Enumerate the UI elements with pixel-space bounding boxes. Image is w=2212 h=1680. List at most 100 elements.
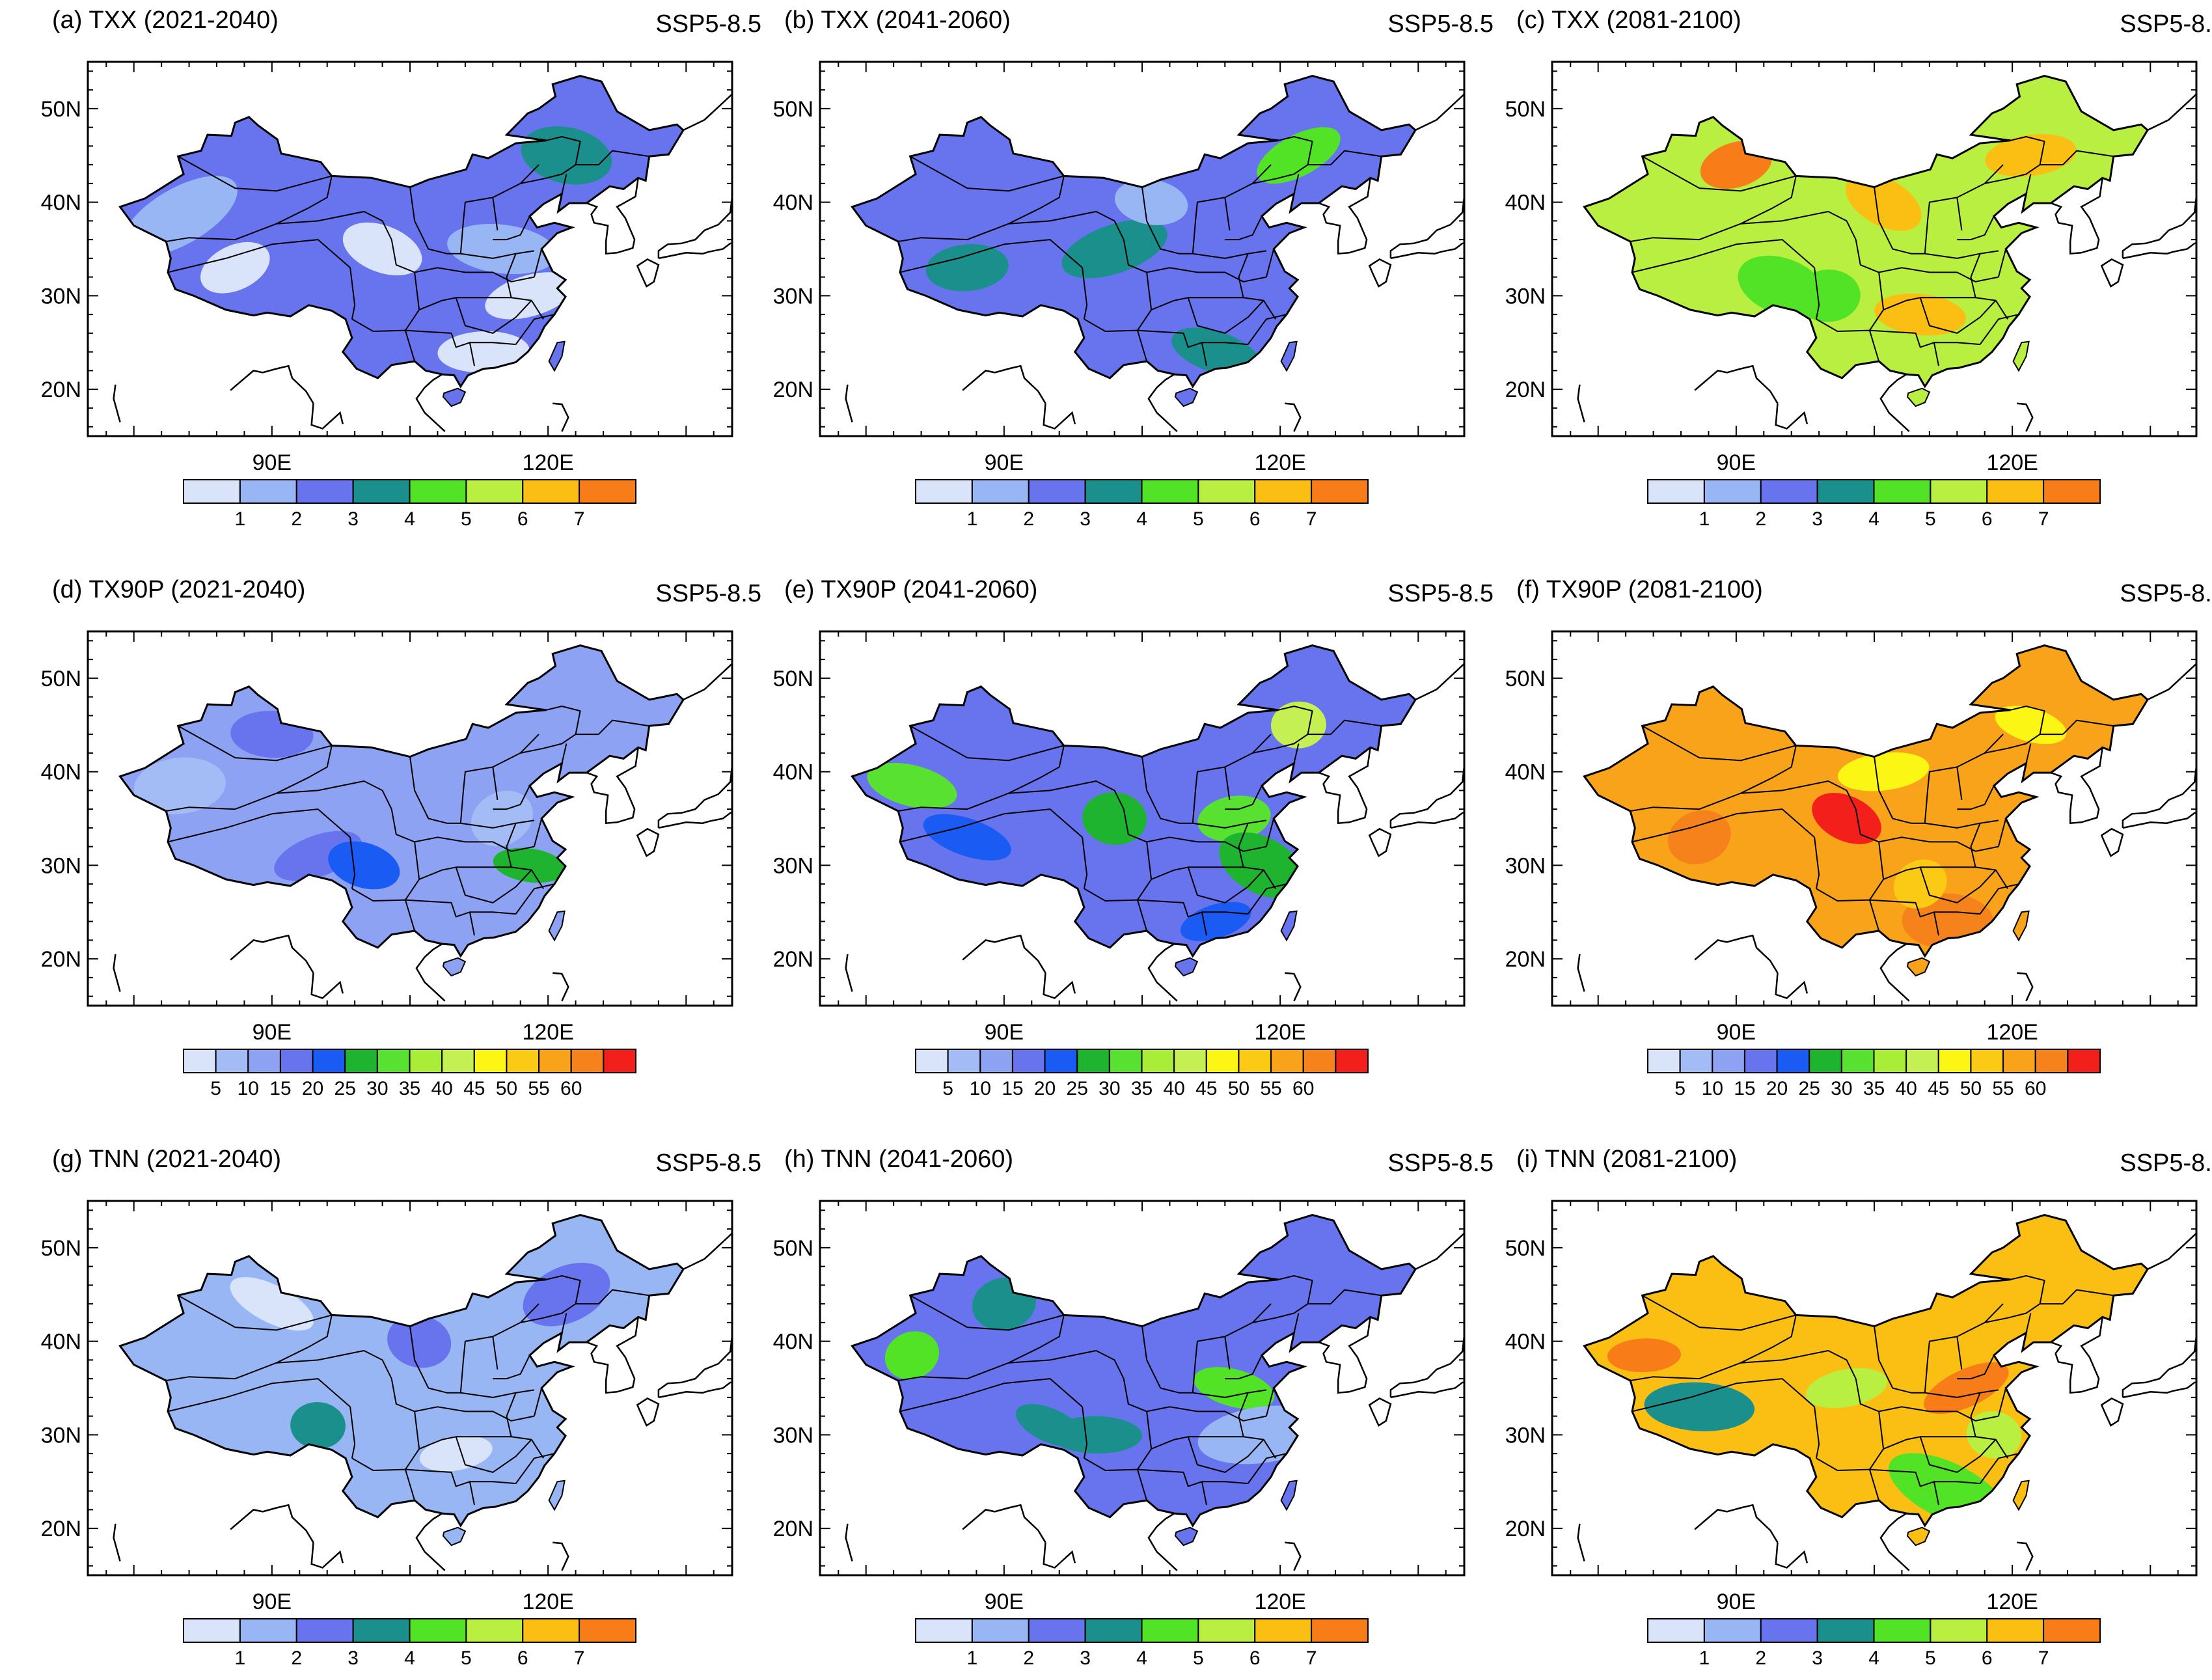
colorbar-label: 6	[517, 1647, 528, 1669]
map-axes: 50N 40N 30N 20N 90E 120E	[773, 630, 1466, 1045]
colorbar-swatch	[1760, 1618, 1818, 1643]
anomaly-patch	[328, 841, 400, 890]
colorbar-swatch	[579, 479, 636, 504]
panel-title: (g) TNN (2021-2040)	[52, 1146, 282, 1173]
colorbar-swatch	[1986, 1618, 2045, 1643]
colorbar-swatch	[1873, 1618, 1932, 1643]
scenario-label: SSP5-8.5	[2120, 1150, 2212, 1177]
china-region-fill	[852, 1215, 1415, 1526]
colorbar: 1 2 3 4 5 6 7	[1647, 1618, 2101, 1669]
colorbar-label: 4	[1136, 1647, 1147, 1669]
scenario-label: SSP5-8.5	[655, 1150, 761, 1177]
colorbar-swatch	[2002, 1049, 2036, 1073]
lat-label: 30N	[1505, 1423, 1546, 1448]
colorbar: 1 2 3 4 5 6 7	[915, 1618, 1369, 1669]
scenario-label: SSP5-8.5	[655, 10, 761, 38]
lat-label: 40N	[1505, 760, 1546, 785]
colorbar-swatch	[1743, 1049, 1778, 1073]
map-canvas: 50N 40N 30N 20N 90E 120E 1 2 3 4 5 6 7	[41, 61, 733, 530]
china-region-fill	[120, 1215, 683, 1526]
hainan-island	[1174, 957, 1199, 977]
province-borders	[1630, 1275, 2114, 1506]
hainan-island	[1906, 957, 1931, 977]
colorbar-swatch	[1647, 1049, 1681, 1073]
lon-label: 120E	[522, 450, 573, 475]
colorbar-label: 2	[1755, 508, 1766, 530]
colorbar-label: 3	[1812, 1647, 1823, 1669]
scenario-label: SSP5-8.5	[1387, 580, 1494, 607]
colorbar-label: 15	[269, 1078, 291, 1099]
hainan-island	[442, 1526, 467, 1547]
colorbar-swatch	[441, 1049, 475, 1073]
anomaly-patch	[1845, 173, 1922, 231]
map-axes: 50N 40N 30N 20N 90E 120E	[41, 61, 733, 475]
map-canvas: 50N 40N 30N 20N 90E 120E 1 2 3 4 5 6 7	[773, 61, 1466, 530]
colorbar-swatch	[247, 1049, 281, 1073]
colorbar-swatch	[376, 1049, 411, 1073]
lon-label: 120E	[522, 1020, 573, 1045]
colorbar-label: 3	[1080, 508, 1091, 530]
country-border	[1583, 644, 2149, 958]
colorbar-swatch	[183, 479, 241, 504]
anomaly-patch	[1050, 1416, 1142, 1454]
colorbar-label: 2	[1023, 1647, 1034, 1669]
panel-title: (f) TX90P (2081-2100)	[1516, 576, 1763, 603]
colorbar-label: 3	[348, 508, 359, 530]
colorbar-label: 5	[210, 1078, 221, 1099]
scenario-label: SSP5-8.5	[2120, 580, 2212, 607]
lat-label: 20N	[1505, 1517, 1546, 1541]
anomaly-patch	[290, 1402, 346, 1449]
lat-label: 30N	[773, 284, 813, 309]
anomaly-patch	[447, 223, 557, 275]
colorbar-swatch	[1311, 1618, 1369, 1643]
anomaly-patch	[419, 1435, 493, 1472]
china-region-fill	[1584, 76, 2148, 387]
colorbar-label: 40	[1163, 1078, 1184, 1099]
lat-label: 20N	[1505, 947, 1546, 972]
lon-label: 90E	[985, 1590, 1024, 1614]
panel-title: (h) TNN (2041-2060)	[784, 1146, 1014, 1173]
colorbar-label: 10	[970, 1078, 991, 1099]
lat-label: 40N	[41, 1330, 81, 1355]
colorbar-label: 5	[1674, 1078, 1686, 1099]
anomaly-patch	[923, 814, 1011, 861]
anomaly-patch	[230, 1277, 314, 1331]
lon-label: 90E	[1717, 1020, 1756, 1045]
map-axes: 50N 40N 30N 20N 90E 120E	[1505, 1200, 2198, 1614]
colorbar-label: 50	[1228, 1078, 1249, 1099]
map-panel-c: (c) TXX (2081-2100) SSP5-8.5 50N 40N 30N 20N 9…	[1505, 7, 2212, 540]
lat-label: 20N	[41, 1517, 81, 1541]
country-border	[1583, 75, 2149, 389]
colorbar-swatch	[915, 479, 973, 504]
colorbar-label: 7	[1306, 508, 1317, 530]
province-borders	[898, 136, 1382, 366]
colorbar-swatch	[1141, 1049, 1175, 1073]
map-axes: 50N 40N 30N 20N 90E 120E	[773, 1200, 1466, 1614]
panel-title: (c) TXX (2081-2100)	[1516, 7, 1741, 34]
colorbar-label: 1	[1699, 508, 1710, 530]
coastlines	[113, 1232, 732, 1571]
coastlines	[1577, 1232, 2196, 1571]
colorbar-label: 30	[1831, 1078, 1852, 1099]
coastlines	[845, 1232, 1464, 1571]
colorbar-label: 2	[291, 1647, 302, 1669]
anomaly-patch	[471, 790, 533, 847]
colorbar-swatch	[1238, 1049, 1272, 1073]
colorbar-swatch	[295, 1618, 354, 1643]
colorbar-label: 5	[461, 1647, 472, 1669]
lat-label: 30N	[41, 1423, 81, 1448]
colorbar-label: 20	[1766, 1078, 1788, 1099]
colorbar-label: 35	[399, 1078, 420, 1099]
province-borders	[166, 136, 649, 366]
hainan-island	[442, 957, 467, 977]
map-canvas: 50N 40N 30N 20N 90E 120E 5 10 15 20 25 30 35 40 45 50 55…	[41, 630, 733, 1099]
anomaly-patch	[200, 241, 270, 294]
colorbar-swatch	[1703, 1618, 1762, 1643]
map-panel-g: (g) TNN (2021-2040) SSP5-8.5 50N 40N 30N 20N 9…	[41, 1146, 761, 1679]
colorbar-label: 30	[366, 1078, 388, 1099]
colorbar-label: 4	[1868, 508, 1879, 530]
country-border	[1583, 1214, 2149, 1528]
panel-title: (a) TXX (2021-2040)	[52, 7, 279, 34]
lat-label: 40N	[773, 191, 813, 215]
lon-label: 90E	[1717, 1590, 1756, 1614]
